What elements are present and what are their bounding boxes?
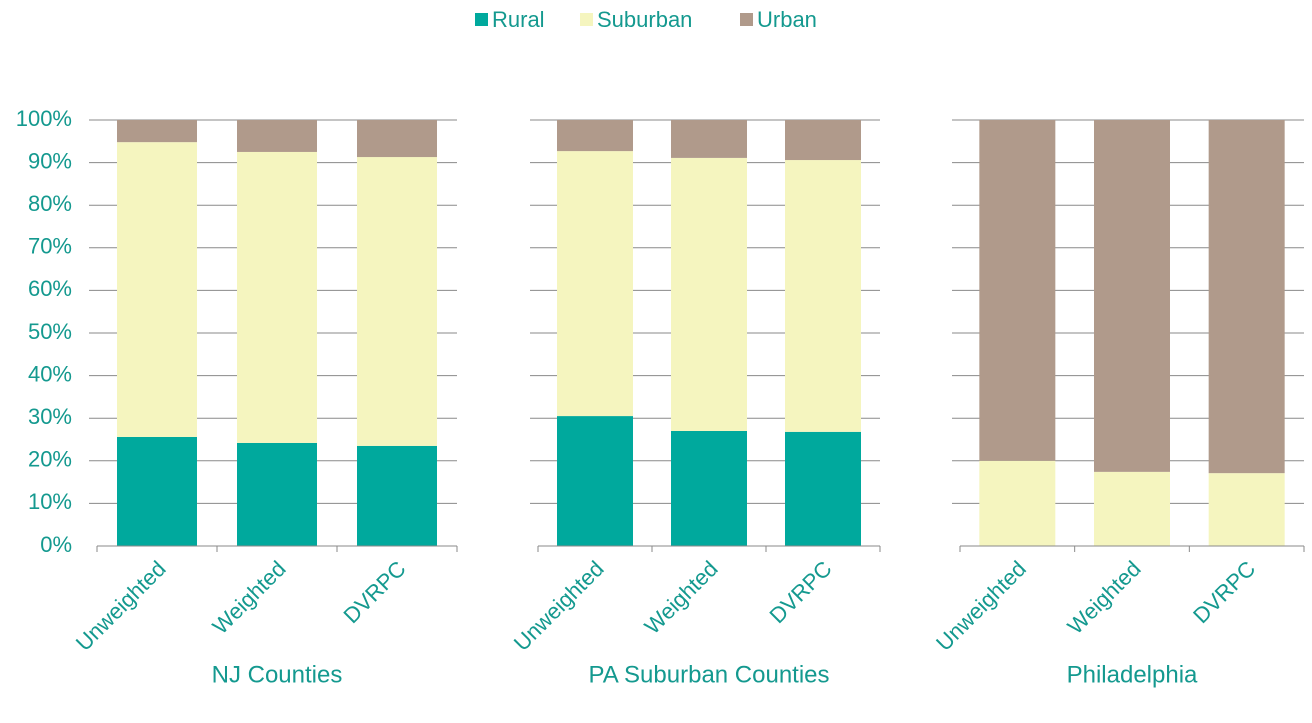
- bar-segment: [1094, 471, 1170, 546]
- y-tick-label: 30%: [28, 404, 72, 429]
- bar-segment: [1208, 120, 1285, 474]
- y-tick-label: 100%: [16, 106, 72, 131]
- x-tick-label: Unweighted: [71, 556, 171, 656]
- bar-segment: [1094, 120, 1170, 472]
- bar-segment: [117, 436, 197, 546]
- bar-segment: [785, 120, 861, 161]
- bar-segment: [1208, 473, 1285, 546]
- bar-segment: [557, 416, 633, 546]
- y-tick-label: 60%: [28, 276, 72, 301]
- bar-segment: [357, 157, 437, 446]
- bar-segment: [979, 120, 1056, 461]
- x-tick-label: Unweighted: [509, 556, 609, 656]
- bar-segment: [979, 460, 1056, 546]
- y-tick-label: 40%: [28, 361, 72, 386]
- y-tick-label: 70%: [28, 234, 72, 259]
- bar-segment: [237, 120, 317, 152]
- bar-segment: [357, 120, 437, 158]
- x-axis-title: PA Suburban Counties: [588, 661, 829, 688]
- x-tick-label: DVRPC: [1188, 556, 1260, 628]
- bar-segment: [557, 120, 633, 152]
- x-tick-label: Weighted: [208, 556, 291, 639]
- legend-swatch: [475, 13, 488, 26]
- bar-segment: [557, 151, 633, 417]
- bar-segment: [117, 142, 197, 437]
- bar-segment: [671, 157, 747, 431]
- bar-segment: [671, 430, 747, 546]
- x-axis-title: NJ Counties: [212, 661, 343, 688]
- legend-label: Rural: [492, 7, 545, 32]
- x-tick-label: Weighted: [640, 556, 723, 639]
- y-tick-label: 50%: [28, 319, 72, 344]
- bar-segment: [237, 151, 317, 443]
- bar-segment: [785, 431, 861, 546]
- bar-segment: [357, 445, 437, 546]
- legend-swatch: [580, 13, 593, 26]
- x-tick-label: Unweighted: [931, 556, 1031, 656]
- y-tick-label: 20%: [28, 447, 72, 472]
- legend-label: Urban: [757, 7, 817, 32]
- x-tick-label: Weighted: [1063, 556, 1146, 639]
- x-tick-label: DVRPC: [339, 556, 411, 628]
- y-tick-label: 10%: [28, 489, 72, 514]
- bar-segment: [671, 120, 747, 158]
- y-tick-label: 90%: [28, 148, 72, 173]
- legend-label: Suburban: [597, 7, 692, 32]
- legend-swatch: [740, 13, 753, 26]
- bar-segment: [785, 160, 861, 432]
- y-tick-label: 0%: [40, 532, 72, 557]
- bar-segment: [237, 442, 317, 546]
- bar-segment: [117, 120, 197, 143]
- y-tick-label: 80%: [28, 191, 72, 216]
- x-tick-label: DVRPC: [765, 556, 837, 628]
- x-axis-title: Philadelphia: [1067, 661, 1198, 688]
